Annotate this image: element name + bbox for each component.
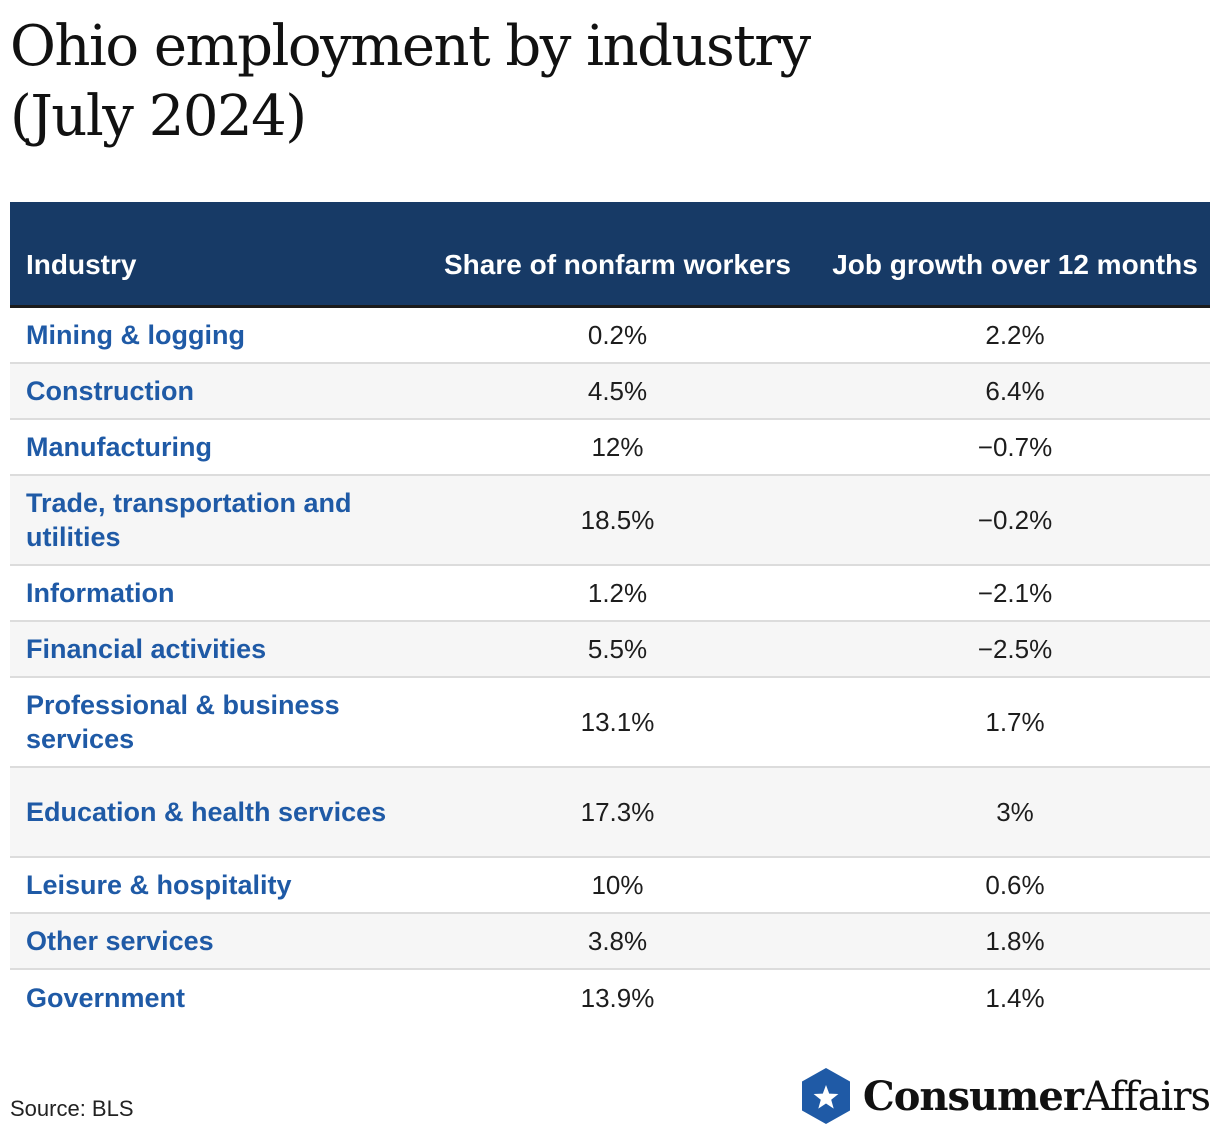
table-row: Government 13.9% 1.4% (10, 970, 1210, 1026)
consumeraffairs-logo: ConsumerAffairs (799, 1066, 1211, 1126)
share-cell: 3.8% (587, 926, 648, 956)
growth-cell: −0.7% (977, 432, 1053, 462)
column-header-industry: Industry (26, 249, 137, 280)
industry-cell: Construction (26, 376, 194, 406)
employment-table: Industry Share of nonfarm workers Job gr… (10, 202, 1210, 1026)
growth-cell: 1.8% (985, 926, 1045, 956)
industry-cell: Financial activities (26, 634, 267, 664)
table-row: Financial activities 5.5% −2.5% (10, 622, 1210, 678)
growth-cell: 2.2% (985, 320, 1045, 350)
share-cell: 0.2% (587, 320, 648, 350)
table-row: Trade, transportation and utilities 18.5%… (10, 476, 1210, 566)
star-hexagon-icon (801, 1068, 850, 1124)
industry-cell: Other services (26, 926, 214, 956)
industry-cell: Education & health services (26, 797, 387, 827)
share-cell: 12% (591, 432, 644, 462)
industry-cell: Information (26, 578, 175, 608)
table-row: Construction 4.5% 6.4% (10, 364, 1210, 420)
table-row: Leisure & hospitality 10% 0.6% (10, 858, 1210, 914)
industry-cell: Manufacturing (26, 432, 212, 462)
logo-wordmark-regular: Affairs (1082, 1073, 1211, 1120)
growth-cell: 6.4% (985, 376, 1045, 406)
share-cell: 10% (591, 870, 644, 900)
table-body: Mining & logging 0.2% 2.2% Construction 4.5%… (10, 308, 1210, 1026)
growth-cell: 3% (996, 797, 1034, 827)
growth-cell: 0.6% (985, 870, 1045, 900)
column-header-growth: Job growth over 12 months (832, 249, 1198, 280)
logo-wordmark-bold: Consumer (862, 1072, 1084, 1120)
title-line-1: Ohio employment by industry (10, 14, 811, 79)
industry-cell: Trade, transportation and utilities (26, 488, 352, 552)
growth-cell: −2.5% (977, 634, 1053, 664)
table-row: Mining & logging 0.2% 2.2% (10, 308, 1210, 364)
table-row: Information 1.2% −2.1% (10, 566, 1210, 622)
growth-cell: 1.7% (985, 707, 1045, 737)
column-header-share: Share of nonfarm workers (444, 249, 791, 280)
share-cell: 17.3% (580, 797, 655, 827)
growth-cell: 1.4% (985, 983, 1045, 1013)
share-cell: 13.9% (580, 983, 655, 1013)
table-row: Other services 3.8% 1.8% (10, 914, 1210, 970)
industry-cell: Leisure & hospitality (26, 870, 292, 900)
title-line-2: (July 2024) (10, 84, 307, 149)
industry-cell: Government (26, 983, 186, 1013)
growth-cell: −0.2% (977, 505, 1053, 535)
source-note: Source: BLS (10, 1096, 134, 1121)
table-header: Industry Share of nonfarm workers Job gr… (10, 202, 1210, 308)
chart-title: Ohio employment by industry (July 2024) (10, 12, 1110, 152)
industry-cell: Professional & business services (26, 690, 340, 754)
share-cell: 13.1% (580, 707, 655, 737)
industry-cell: Mining & logging (26, 320, 245, 350)
logo-wordmark: ConsumerAffairs (862, 1072, 1211, 1120)
share-cell: 18.5% (580, 505, 655, 535)
growth-cell: −2.1% (977, 578, 1053, 608)
table-row: Professional & business services 13.1% 1.7… (10, 678, 1210, 768)
table-row: Manufacturing 12% −0.7% (10, 420, 1210, 476)
share-cell: 5.5% (587, 634, 648, 664)
share-cell: 4.5% (587, 376, 648, 406)
share-cell: 1.2% (587, 578, 648, 608)
table-row: Education & health services 17.3% 3% (10, 768, 1210, 858)
